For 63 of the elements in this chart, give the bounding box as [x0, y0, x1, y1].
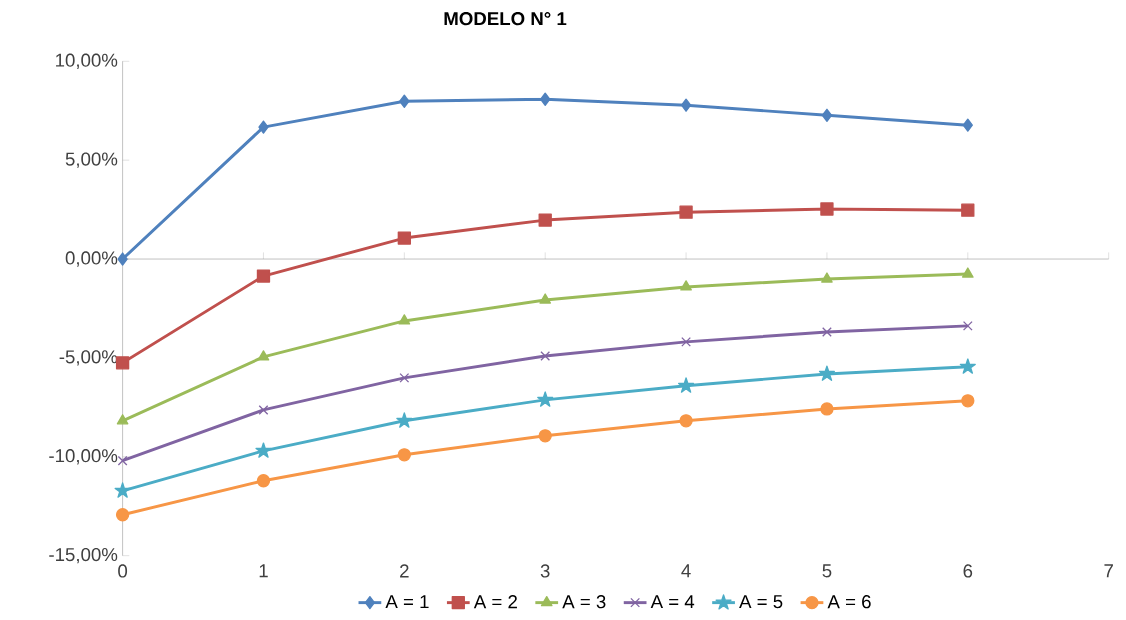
- point: [256, 269, 271, 283]
- y-tick-label: -15,00%: [49, 548, 118, 564]
- point: [681, 337, 691, 347]
- y-tick-label: 5,00%: [65, 152, 118, 169]
- point: [962, 321, 973, 331]
- chart-title: MODELO N° 1: [444, 12, 567, 26]
- point: [680, 280, 692, 291]
- legend-label: A = 2: [473, 595, 517, 609]
- point: [114, 482, 131, 498]
- point: [961, 267, 974, 278]
- point: [258, 120, 269, 134]
- point: [396, 412, 413, 428]
- point: [399, 373, 410, 383]
- x-tick-label: 2: [400, 564, 409, 578]
- point: [399, 94, 410, 109]
- point: [959, 358, 976, 374]
- y-tick-label: 10,00%: [56, 53, 118, 70]
- point: [962, 118, 973, 133]
- point: [538, 213, 552, 227]
- point: [540, 92, 551, 107]
- y-tick-label: -5,00%: [59, 350, 118, 366]
- point: [679, 414, 693, 428]
- point: [961, 394, 975, 408]
- point: [822, 327, 832, 338]
- point: [256, 474, 271, 488]
- point: [115, 508, 130, 522]
- point: [540, 351, 551, 362]
- point: [961, 203, 975, 218]
- legend-label: A = 6: [827, 595, 871, 609]
- point: [397, 231, 411, 245]
- x-tick-label: 6: [963, 564, 973, 578]
- point: [821, 272, 833, 283]
- point: [537, 391, 554, 407]
- point: [538, 429, 552, 443]
- point: [257, 350, 270, 361]
- x-tick-label: 4: [681, 564, 691, 578]
- point: [258, 405, 269, 416]
- point: [539, 293, 552, 304]
- x-tick-label: 1: [259, 564, 268, 578]
- point: [679, 205, 693, 220]
- legend-label: A = 4: [650, 595, 695, 609]
- point: [397, 448, 411, 462]
- y-tick-label: -10,00%: [49, 449, 118, 465]
- point: [116, 414, 129, 425]
- point: [255, 442, 272, 459]
- point: [820, 402, 834, 416]
- legend-label: A = 5: [739, 595, 783, 609]
- x-tick-label: 3: [540, 564, 550, 578]
- point: [821, 108, 833, 123]
- point: [820, 202, 834, 216]
- point: [677, 377, 695, 393]
- point: [398, 314, 411, 325]
- legend-label: A = 1: [385, 595, 429, 609]
- x-tick-label: 0: [118, 564, 128, 578]
- point: [117, 252, 128, 266]
- x-tick-label: 5: [822, 564, 832, 578]
- point: [117, 456, 128, 466]
- point: [115, 356, 130, 370]
- legend-label: A = 3: [562, 595, 606, 609]
- point: [680, 98, 692, 113]
- x-tick-label: 7: [1104, 564, 1113, 578]
- y-tick-label: 0,00%: [65, 251, 118, 267]
- point: [818, 365, 836, 382]
